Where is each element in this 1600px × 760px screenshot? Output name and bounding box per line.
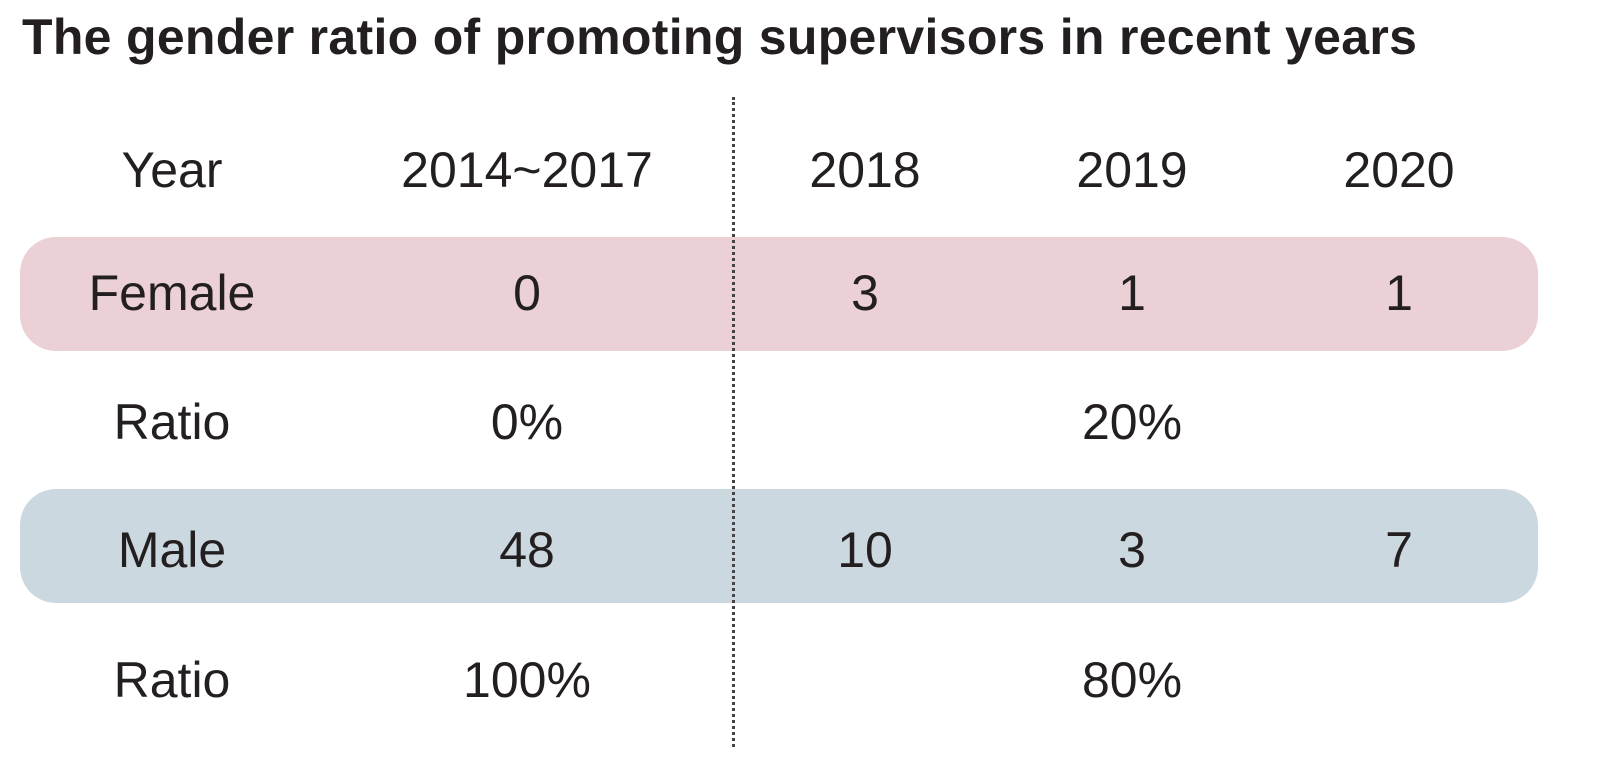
female-ratio-2018-2020: 20% xyxy=(1081,394,1183,450)
header-year: Year xyxy=(121,142,223,198)
male-ratio-2018-2020: 80% xyxy=(1081,652,1183,708)
period-divider xyxy=(732,97,735,747)
female-ratio-label: Ratio xyxy=(113,394,231,450)
male-2014-2017: 48 xyxy=(499,522,555,578)
chart-title: The gender ratio of promoting supervisor… xyxy=(22,9,1418,65)
female-label: Female xyxy=(88,265,256,321)
female-2020: 1 xyxy=(1385,265,1413,321)
header-2020: 2020 xyxy=(1343,142,1455,198)
female-2018: 3 xyxy=(851,265,879,321)
female-ratio-2014-2017: 0% xyxy=(490,394,564,450)
female-2014-2017: 0 xyxy=(513,265,541,321)
male-2019: 3 xyxy=(1118,522,1146,578)
female-row-band xyxy=(20,237,1538,351)
header-2014-2017: 2014~2017 xyxy=(401,142,653,198)
header-2019: 2019 xyxy=(1076,142,1188,198)
male-ratio-label: Ratio xyxy=(113,652,231,708)
header-2018: 2018 xyxy=(809,142,921,198)
female-2019: 1 xyxy=(1118,265,1146,321)
male-ratio-2014-2017: 100% xyxy=(463,652,591,708)
male-label: Male xyxy=(117,522,227,578)
male-row-band xyxy=(20,489,1538,603)
male-2018: 10 xyxy=(837,522,893,578)
male-2020: 7 xyxy=(1385,522,1413,578)
